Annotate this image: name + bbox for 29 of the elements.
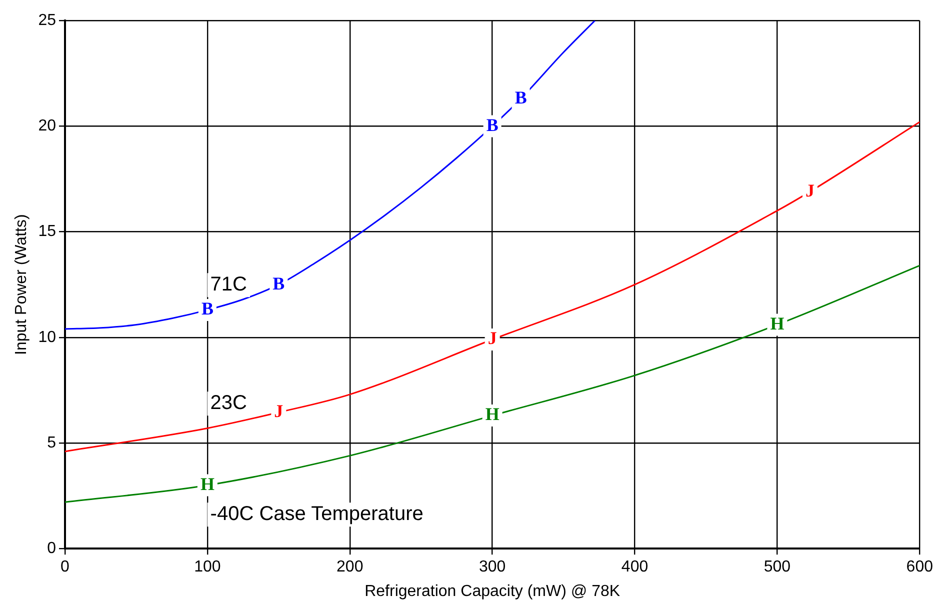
x-tick-label: 600 xyxy=(906,558,934,576)
annotation: H xyxy=(770,313,784,334)
annotation: B xyxy=(486,114,498,135)
annotation: H xyxy=(485,404,500,424)
y-tick-label: 10 xyxy=(38,328,56,346)
x-tick-label: 0 xyxy=(60,558,70,576)
x-tick-label: 500 xyxy=(764,558,791,576)
y-tick-label: 0 xyxy=(47,540,56,558)
annotation: J xyxy=(805,180,814,200)
y-tick-label: 25 xyxy=(38,12,56,30)
annotation: B xyxy=(201,298,214,319)
series-label: 71C xyxy=(210,274,247,296)
x-tick-label: 200 xyxy=(336,558,364,576)
y-axis-title: Input Power (Watts) xyxy=(13,214,30,355)
annotation: J xyxy=(488,328,497,348)
x-axis-title: Refrigeration Capacity (mW) @ 78K xyxy=(364,582,620,600)
annotation: H xyxy=(200,474,214,494)
line-series xyxy=(64,20,596,330)
annotation: B xyxy=(514,87,527,108)
annotation: B xyxy=(272,273,285,294)
annotation: J xyxy=(274,401,284,422)
y-tick-label: 15 xyxy=(38,223,56,240)
series-label: -40C Case Temperature xyxy=(210,503,424,526)
x-tick-label: 100 xyxy=(194,558,221,576)
x-tick-label: 400 xyxy=(621,558,648,576)
y-tick-label: 5 xyxy=(47,434,56,452)
y-tick-label: 20 xyxy=(38,118,56,135)
x-tick-label: 300 xyxy=(478,558,506,576)
series-label: 23C xyxy=(210,392,247,414)
